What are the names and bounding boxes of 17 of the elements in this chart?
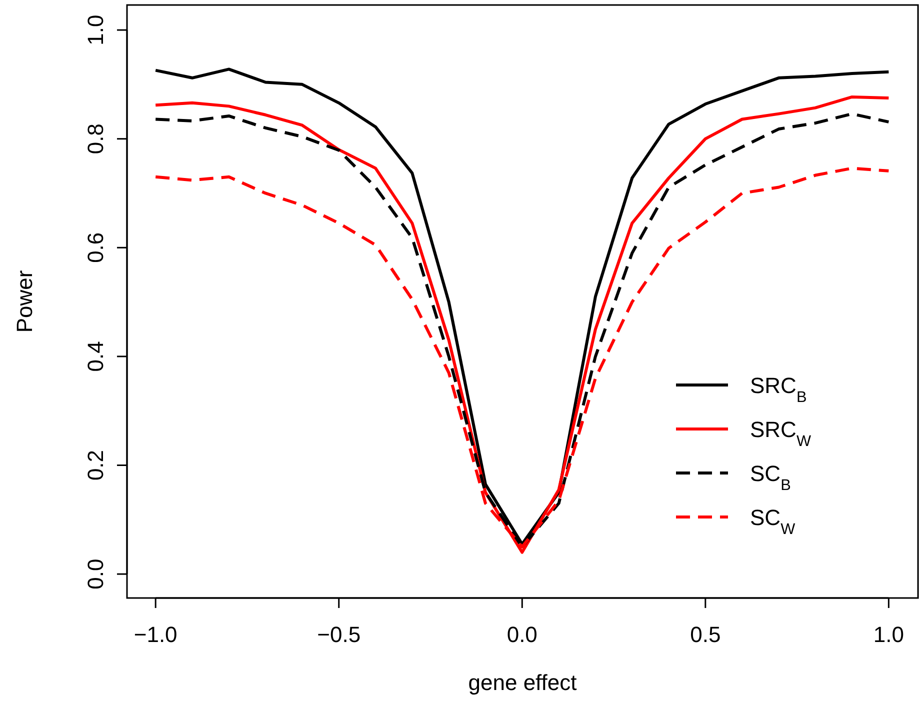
legend-label: SRC$_{B}$: [750, 373, 807, 406]
x-axis-title: gene effect: [468, 670, 577, 695]
legend-label: SC$_{B}$: [750, 461, 791, 494]
y-tick-label: 0.2: [83, 450, 108, 481]
x-tick-label: 1.0: [873, 622, 904, 647]
x-tick-label: −0.5: [317, 622, 361, 647]
y-tick-label: 0.6: [83, 232, 108, 263]
y-axis-title: Power: [12, 270, 37, 333]
y-tick-label: 0.4: [83, 341, 108, 372]
y-tick-label: 0.8: [83, 124, 108, 154]
y-tick-label: 1.0: [83, 14, 108, 46]
x-tick-label: 0.0: [506, 622, 538, 647]
x-tick-label: 0.5: [690, 622, 721, 647]
x-tick-label: −1.0: [134, 622, 178, 647]
y-tick-label: 0.0: [83, 558, 108, 590]
legend-label: SRC$_{W}$: [750, 417, 812, 450]
legend-label: SC$_{W}$: [750, 505, 796, 538]
